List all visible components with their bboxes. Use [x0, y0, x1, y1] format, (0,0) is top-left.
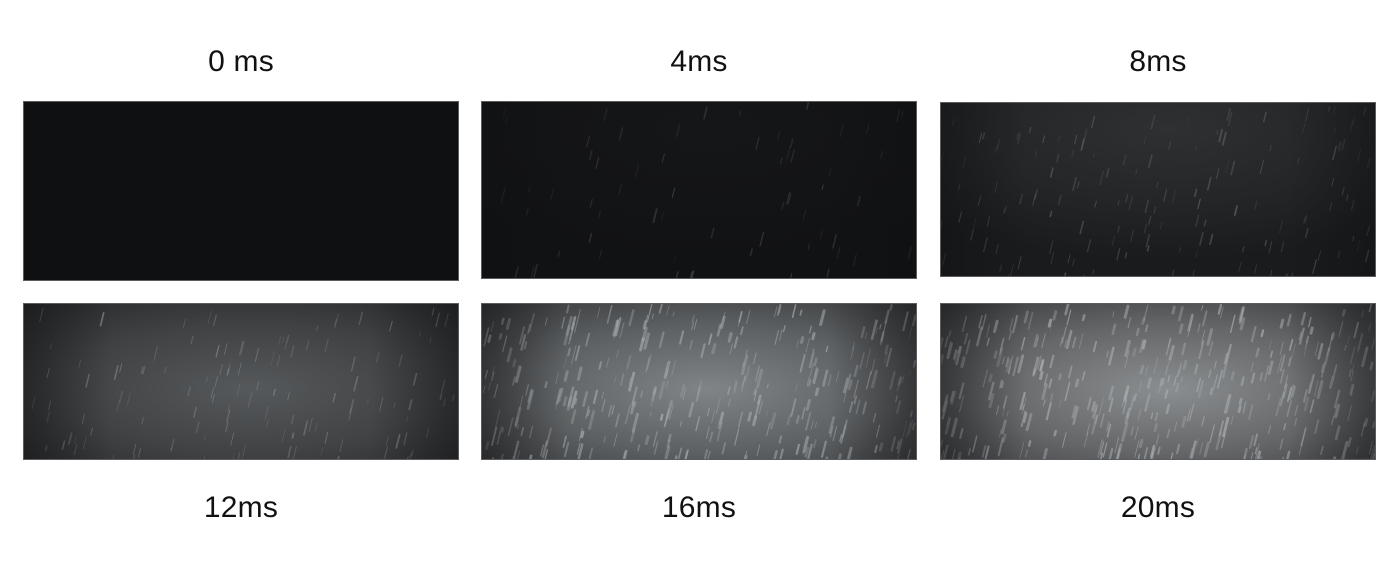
frame-render	[941, 304, 1375, 459]
frame-vignette	[482, 102, 916, 278]
frame-label-20ms: 20ms	[1120, 491, 1196, 524]
frame-render	[941, 103, 1375, 276]
frame-vignette	[941, 103, 1375, 276]
frame-label-4ms: 4ms	[670, 45, 728, 78]
frame-image-0ms	[23, 101, 459, 281]
frame-render	[482, 304, 916, 459]
frame-image-8ms	[940, 102, 1376, 277]
frame-image-4ms	[481, 101, 917, 279]
frame-label-8ms: 8ms	[1129, 45, 1187, 78]
frame-image-16ms	[481, 303, 917, 460]
frame-render	[482, 102, 916, 278]
frame-vignette	[941, 304, 1375, 459]
frame-vignette	[24, 304, 458, 459]
frame-label-0ms: 0 ms	[208, 45, 274, 78]
frame-render	[24, 304, 458, 459]
frame-label-16ms: 16ms	[661, 491, 737, 524]
frame-image-12ms	[23, 303, 459, 460]
frame-vignette	[482, 304, 916, 459]
frame-render	[24, 102, 458, 280]
frame-image-20ms	[940, 303, 1376, 460]
frame-label-12ms: 12ms	[203, 491, 279, 524]
frame-vignette	[24, 102, 458, 280]
